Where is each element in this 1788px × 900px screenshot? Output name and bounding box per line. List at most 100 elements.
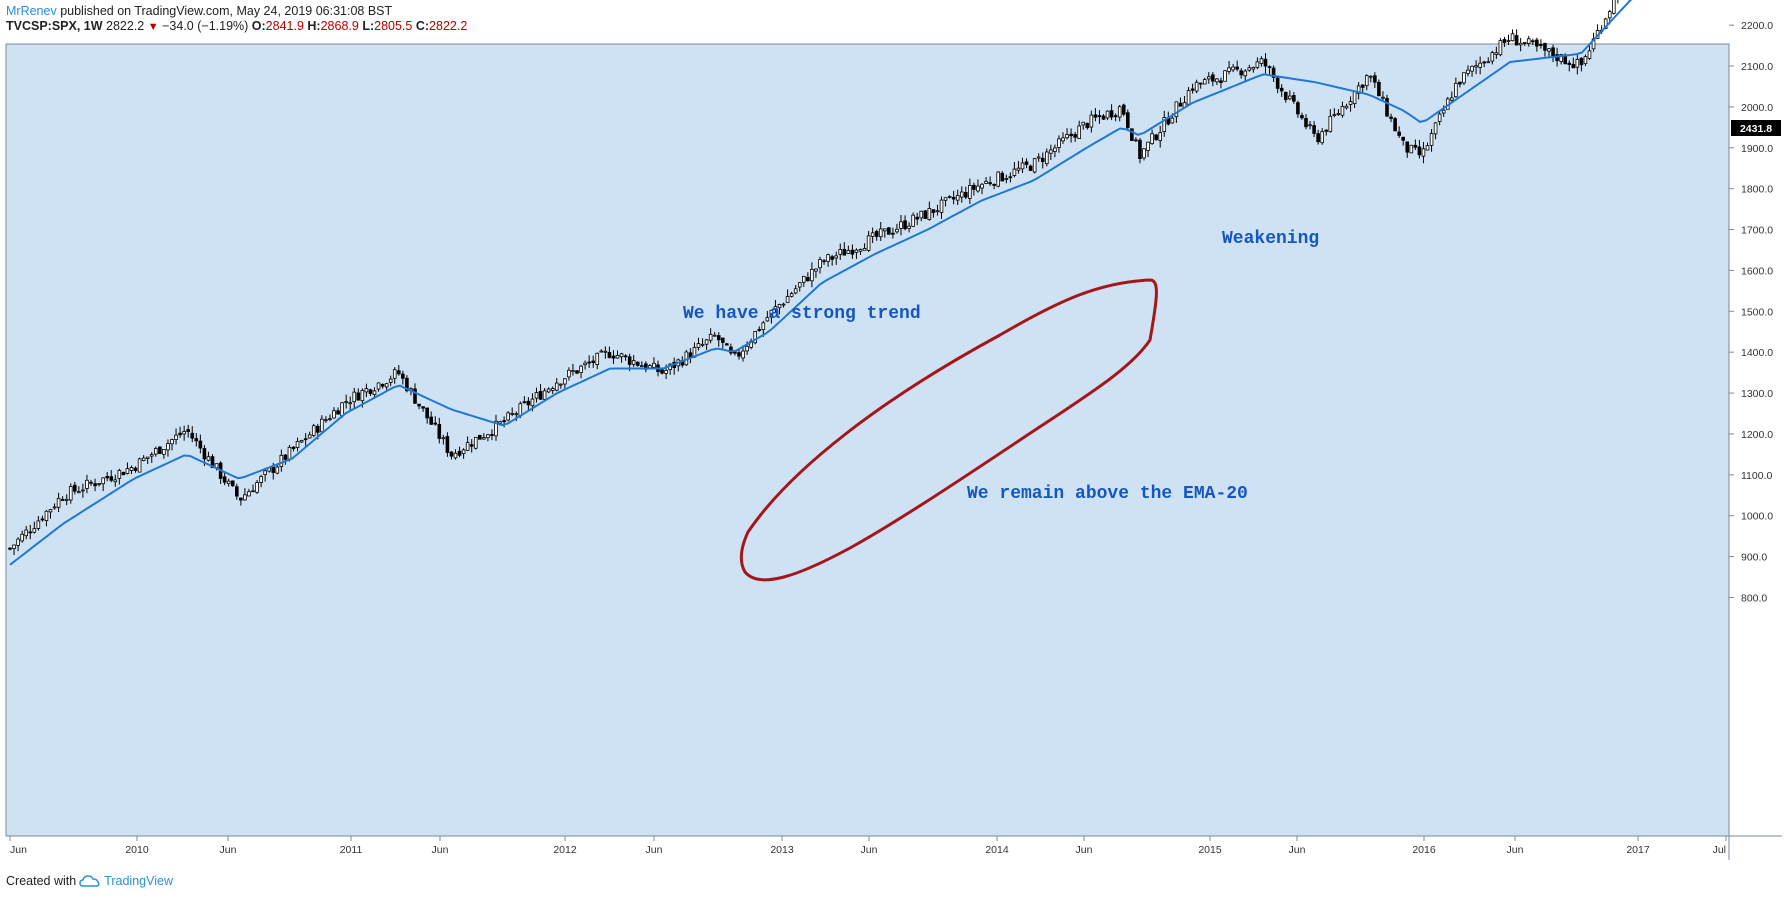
candle-body [1308,124,1312,127]
candle-body [866,235,871,251]
candle-body [453,452,458,459]
candle-body [1174,101,1179,118]
candle-body [1417,146,1422,156]
candle-body [1126,112,1130,128]
tradingview-link[interactable]: TradingView [104,874,173,888]
candle-body [8,547,12,550]
candle-body [1612,0,1616,14]
time-axis[interactable]: Jun 2010 Jun 2011 Jun 2012 Jun 2013 Jun 2014 Jun 20… [9,836,1727,856]
candle-body [388,378,393,383]
candle-body [591,360,595,363]
candle-body [514,413,519,416]
chart-pane[interactable] [5,43,1730,837]
annotation-weakening: Weakening [1222,229,1319,249]
candle-body [259,476,263,484]
candle-body [401,373,405,379]
candle-body [1207,76,1211,80]
candle-body [571,370,575,373]
candle-body [579,365,583,373]
candle-body [1239,70,1244,76]
candle-body [279,454,284,467]
candle-body [530,398,535,407]
time-tick-label: Jul [1713,844,1726,856]
price-tick-label: 1900.0 [1741,143,1773,155]
candle-body [761,322,766,330]
candle-body [129,467,134,471]
candle-body [1065,134,1069,139]
candle-body [1413,144,1418,148]
candle-body [158,446,162,454]
candle-body [996,171,1000,187]
candle-body [413,388,417,404]
price-tick-label: 1100.0 [1741,470,1772,482]
candle-body [1450,97,1454,101]
candle-body [919,210,924,219]
candle-body [1150,133,1154,144]
last-price-tag-label: 2431.8 [1740,123,1772,135]
price-tick-label: 1400.0 [1741,347,1773,359]
candle-body [769,309,774,318]
candle-body [1312,125,1316,134]
price-tick-label: 1500.0 [1741,306,1773,318]
candle-body [303,438,308,441]
candle-body [818,259,822,269]
candle-body [392,369,397,379]
candle-body [1292,95,1296,102]
candle-body [862,248,867,251]
candle-body [477,434,482,440]
candle-body [1478,62,1482,68]
symbol-label[interactable]: TVCSP:SPX, 1W [6,19,103,33]
candle-body [725,343,729,346]
candle-body [461,449,466,454]
price-tick-label: 1000.0 [1741,511,1773,523]
candle-body [1405,141,1410,153]
candle-body [1081,121,1086,126]
candle-body [1502,39,1507,43]
candle-body [1162,117,1167,133]
candle-body [1089,114,1094,128]
candle-body [226,480,231,485]
candle-body [1028,165,1033,171]
candle-body [1397,131,1401,136]
candle-body [1053,147,1057,152]
candle-body [486,434,490,439]
candle-body [1389,116,1393,119]
candle-body [1024,161,1029,165]
candle-body [145,456,150,459]
candle-body [1198,82,1203,85]
candle-body [1567,62,1572,65]
candle-body [874,231,879,237]
candle-body [1316,133,1320,143]
candle-body [773,306,778,310]
candle-body [1441,109,1446,114]
candle-body [802,275,806,283]
low-label: L: [362,19,375,33]
candle-body [239,497,243,501]
candle-body [1377,81,1381,97]
author-link[interactable]: MrRenev [6,4,57,18]
candle-body [506,412,510,421]
candle-body [1300,115,1304,119]
candle-body [1101,115,1106,120]
candle-body [234,486,239,497]
candle-body [546,388,551,393]
close-value: 2822.2 [429,19,468,33]
candle-body [538,391,543,400]
candle-body [1458,81,1462,85]
candle-body [915,216,919,220]
candle-body [696,343,701,348]
candle-body [1356,85,1361,94]
candle-body [964,192,968,198]
chart-footer: Created with TradingView [6,874,173,888]
candle-body [291,446,296,449]
candle-body [737,352,741,357]
candle-body [352,391,357,403]
candle-body [1194,81,1199,92]
price-axis[interactable]: 800.0 900.0 1000.0 1100.0 1200.0 1300.0 1400.0… [1729,0,1773,604]
candle-body [1352,91,1357,104]
candle-body [1049,149,1053,154]
candle-body [935,210,940,213]
candle-body [32,528,37,533]
candle-body [1409,144,1414,154]
